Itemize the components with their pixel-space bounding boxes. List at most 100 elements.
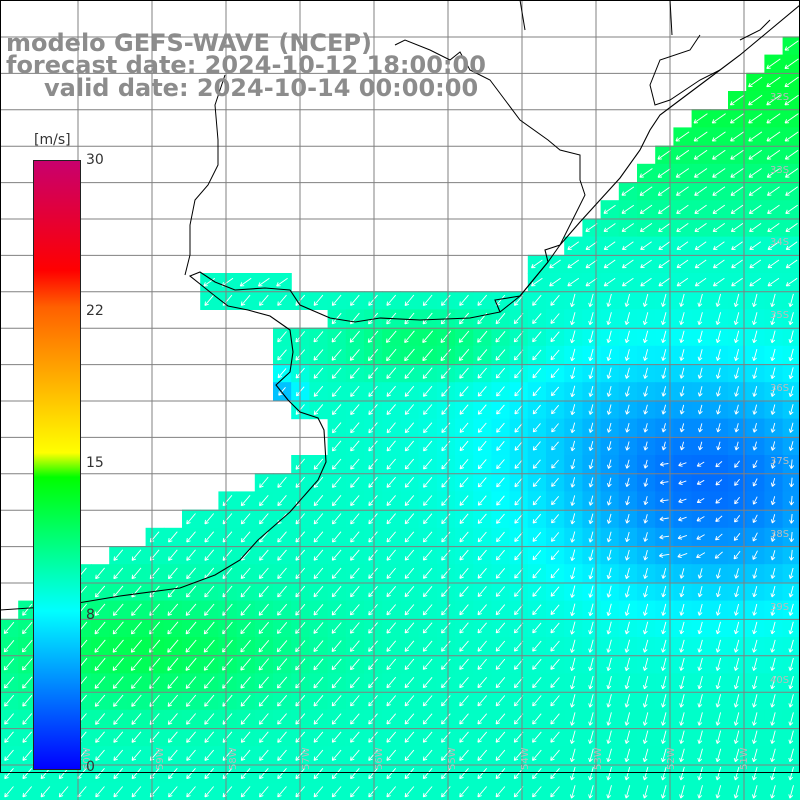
wind-arrow xyxy=(731,241,743,251)
wind-arrow xyxy=(368,786,378,798)
wind-arrow xyxy=(679,766,685,781)
wind-arrow xyxy=(642,730,649,744)
wind-arrow xyxy=(678,462,687,467)
wind-arrow xyxy=(770,385,776,397)
wind-arrow xyxy=(697,293,703,307)
wind-arrow xyxy=(331,312,342,325)
wind-arrow xyxy=(368,422,378,434)
wind-arrow xyxy=(532,731,542,743)
wind-arrow xyxy=(422,312,433,325)
wind-arrow xyxy=(186,713,197,725)
wind-arrow xyxy=(477,386,487,397)
wind-arrow xyxy=(661,694,667,708)
wind-arrow xyxy=(94,657,106,671)
wind-arrow xyxy=(588,621,594,635)
wind-arrow xyxy=(313,604,324,616)
wind-arrow xyxy=(532,568,542,579)
wind-arrow xyxy=(204,786,215,798)
wind-arrow xyxy=(459,586,469,598)
wind-arrow xyxy=(588,675,594,690)
wind-arrow xyxy=(441,695,451,707)
wind-arrow xyxy=(495,349,506,361)
wind-arrow xyxy=(570,477,576,488)
wind-arrow xyxy=(495,549,505,561)
wind-arrow xyxy=(186,567,196,580)
wind-arrow xyxy=(259,786,269,798)
wind-arrow xyxy=(714,551,723,559)
wind-arrow xyxy=(477,749,488,761)
wind-arrow xyxy=(676,259,689,269)
wind-arrow xyxy=(386,531,396,543)
wind-arrow xyxy=(4,694,15,707)
wind-arrow xyxy=(331,713,342,725)
wind-arrow xyxy=(748,131,763,142)
wind-arrow xyxy=(459,604,469,616)
wind-arrow xyxy=(130,621,142,635)
wind-arrow xyxy=(277,476,287,488)
wind-arrow xyxy=(661,567,667,579)
wind-arrow xyxy=(661,639,667,653)
wind-arrow xyxy=(459,677,469,689)
wind-arrow xyxy=(659,552,670,558)
wind-arrow xyxy=(729,94,745,106)
wind-arrow xyxy=(770,712,776,726)
wind-arrow xyxy=(459,495,469,506)
wind-arrow xyxy=(588,385,594,397)
wind-arrow xyxy=(240,768,251,780)
wind-arrow xyxy=(661,386,667,397)
wind-arrow xyxy=(277,294,287,306)
wind-arrow xyxy=(730,131,744,142)
wind-arrow xyxy=(185,694,197,707)
wind-arrow xyxy=(588,440,594,452)
wind-arrow xyxy=(570,404,576,416)
wind-arrow xyxy=(696,534,705,540)
wind-arrow xyxy=(532,749,542,761)
wind-arrow xyxy=(422,385,433,397)
wind-arrow xyxy=(458,348,470,362)
wind-arrow xyxy=(606,712,612,726)
wind-arrow xyxy=(643,441,649,451)
wind-arrow xyxy=(697,621,703,635)
wind-arrow xyxy=(495,731,506,743)
wind-arrow xyxy=(715,603,721,616)
wind-arrow xyxy=(770,459,776,469)
wind-arrow xyxy=(697,657,703,671)
wind-arrow xyxy=(550,386,560,397)
wind-arrow xyxy=(350,495,360,507)
wind-arrow xyxy=(4,768,14,780)
wind-arrow xyxy=(550,658,560,670)
wind-arrow xyxy=(495,331,506,343)
wind-arrow xyxy=(22,621,33,635)
wind-arrow xyxy=(677,552,688,559)
wind-arrow xyxy=(696,461,705,467)
wind-arrow xyxy=(697,585,703,598)
wind-arrow xyxy=(94,694,106,707)
wind-arrow xyxy=(749,241,762,251)
wind-arrow xyxy=(570,531,576,543)
wind-arrow xyxy=(551,459,559,469)
wind-arrow xyxy=(550,294,560,306)
wind-arrow xyxy=(550,604,560,616)
wind-arrow xyxy=(477,330,488,343)
wind-arrow xyxy=(477,768,488,780)
wind-arrow xyxy=(734,603,740,616)
wind-arrow xyxy=(477,349,488,361)
wind-arrow xyxy=(711,131,726,142)
wind-arrow xyxy=(567,277,580,287)
wind-arrow xyxy=(770,514,776,524)
lon-label: 60W xyxy=(82,747,93,770)
wind-arrow xyxy=(734,460,740,468)
wind-arrow xyxy=(588,312,594,326)
wind-arrow xyxy=(240,294,251,306)
wind-arrow xyxy=(588,766,594,781)
wind-arrow xyxy=(570,657,576,672)
wind-arrow xyxy=(240,694,251,707)
wind-arrow xyxy=(588,585,594,598)
wind-arrow xyxy=(386,586,397,598)
wind-arrow xyxy=(386,422,396,434)
wind-arrow xyxy=(731,277,743,287)
wind-arrow xyxy=(785,259,798,269)
wind-arrow xyxy=(240,749,251,761)
wind-arrow xyxy=(770,293,776,308)
